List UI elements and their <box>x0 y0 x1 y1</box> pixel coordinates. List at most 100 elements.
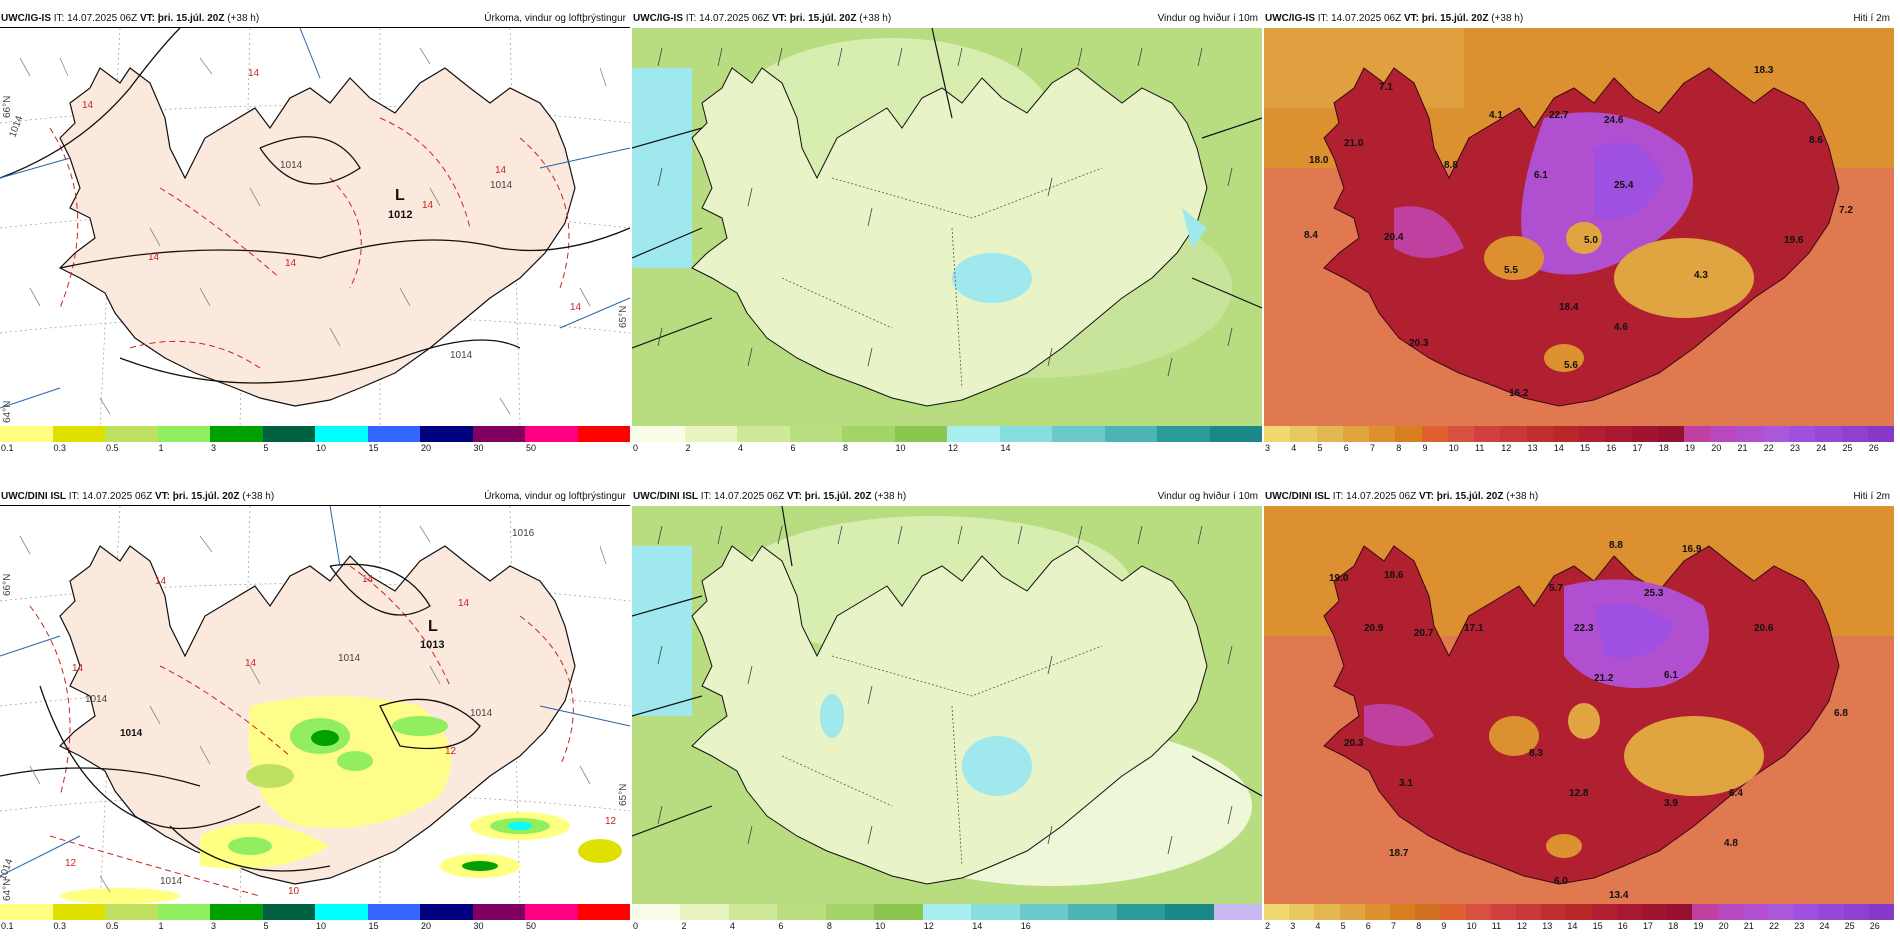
temp-spot-label: 3.1 <box>1399 778 1413 789</box>
colorbar-tick-label: 24 <box>1819 921 1830 931</box>
temp-spot-label: 16.2 <box>1509 388 1529 399</box>
model-name: UWC/DINI ISL <box>1265 491 1330 502</box>
colorbar-swatch <box>1500 426 1527 442</box>
temp-spot-label: 18.4 <box>1559 302 1579 313</box>
colorbar-swatch <box>1684 426 1711 442</box>
colorbar-tick-label: 10 <box>1448 443 1459 453</box>
grid-label: 65°N <box>618 306 629 328</box>
temp-spot-label: 4.6 <box>1614 322 1628 333</box>
colorbar-swatch <box>737 426 790 442</box>
isotherm-label: 14 <box>495 165 507 176</box>
colorbar-swatch <box>1692 904 1718 920</box>
colorbar-swatch <box>1289 904 1315 920</box>
colorbar-tick-label: 16 <box>1617 921 1628 931</box>
panel-header: UWC/DINI ISL IT: 14.07.2025 06Z VT: þri.… <box>0 488 630 506</box>
temp-spot-label: 5.5 <box>1504 265 1518 276</box>
product-title: Hiti í 2m <box>1853 491 1890 502</box>
temp-spot-label: 18.3 <box>1754 65 1774 76</box>
panel-temp-dini: UWC/DINI ISL IT: 14.07.2025 06Z VT: þri.… <box>1264 488 1894 948</box>
colorbar-swatch <box>632 904 681 920</box>
colorbar-tick-label: 0 <box>633 443 639 453</box>
isobar-label: 1014 <box>160 876 183 887</box>
isotherm-label: 14 <box>148 252 160 263</box>
colorbar-tick-label: 15 <box>368 921 379 931</box>
temp-spot-label: 6.0 <box>1554 876 1568 887</box>
colorbar-tick-label: 8 <box>826 921 832 931</box>
isotherm-label: 12 <box>605 816 617 827</box>
panel-wind-dini: UWC/DINI ISL IT: 14.07.2025 06Z VT: þri.… <box>632 488 1262 948</box>
temp-spot-label: 6.4 <box>1729 788 1743 799</box>
temp-spot-label: 6.8 <box>1834 708 1848 719</box>
model-name: UWC/DINI ISL <box>633 491 698 502</box>
colorbar-tick-label: 22 <box>1769 921 1780 931</box>
colorbar-swatch <box>157 904 210 920</box>
colorbar-swatch <box>1815 426 1842 442</box>
colorbar-swatch <box>1591 904 1617 920</box>
valid-time: þri. 15.júl. 20Z <box>157 13 225 24</box>
wind-map <box>632 28 1262 426</box>
init-time: 14.07.2025 06Z <box>67 13 138 24</box>
colorbar-tick-label: 0.3 <box>53 921 67 931</box>
temp-spot-label: 8.3 <box>1529 748 1543 759</box>
colorbar-ticks: 3 4 5 6 7 8 9 10 11 12 13 14 15 16 17 18 19 20 21 22 23 24 25 2… <box>1264 442 1894 456</box>
temp-spot-label: 8.4 <box>1304 230 1318 241</box>
colorbar-ticks: 0 2 4 6 8 10 12 14 16 <box>632 920 1262 934</box>
colorbar-tick-label: 4 <box>1315 921 1321 931</box>
panel-header: UWC/IG-IS IT: 14.07.2025 06Z VT: þri. 15… <box>632 10 1262 28</box>
map-area: 18.3 7.1 4.1 22.7 24.6 8.6 21.0 18.0 8.8 6.1 25.4 7… <box>1264 28 1894 426</box>
colorbar-swatch <box>1342 426 1369 442</box>
colorbar-tick-label: 10 <box>1466 921 1477 931</box>
colorbar-swatch <box>777 904 826 920</box>
panel-wind-igis: UWC/IG-IS IT: 14.07.2025 06Z VT: þri. 15… <box>632 10 1262 470</box>
colorbar <box>1264 426 1894 442</box>
colorbar-swatch <box>1631 426 1658 442</box>
map-area <box>632 28 1262 426</box>
temp-spot-label: 17.1 <box>1464 623 1484 634</box>
colorbar-tick-label: 9 <box>1441 921 1447 931</box>
panel-temp-igis: UWC/IG-IS IT: 14.07.2025 06Z VT: þri. 15… <box>1264 10 1894 470</box>
colorbar-tick-label: 12 <box>1517 921 1528 931</box>
colorbar-swatch <box>825 904 875 920</box>
colorbar-tick-label: 17 <box>1643 921 1654 931</box>
isobar-center: 1014 <box>120 728 143 739</box>
colorbar-swatch <box>1264 426 1291 442</box>
colorbar-tick-label: 6 <box>1365 921 1371 931</box>
colorbar-tick-label: 24 <box>1816 443 1827 453</box>
colorbar-swatch <box>1516 904 1542 920</box>
isotherm-label: 12 <box>445 746 457 757</box>
colorbar-tick-label: 0 <box>633 921 639 931</box>
colorbar-swatch <box>367 426 420 442</box>
colorbar-tick-label: 25 <box>1842 443 1853 453</box>
isotherm-label: 14 <box>155 576 167 587</box>
colorbar-swatch <box>1474 426 1501 442</box>
vt-label: VT: <box>1403 13 1419 24</box>
vt-label: VT: <box>154 491 170 502</box>
map-area <box>632 506 1262 904</box>
colorbar-swatch <box>684 426 737 442</box>
colorbar-tick-label: 5 <box>263 443 269 453</box>
colorbar-tick-label: 14 <box>1000 443 1011 453</box>
panel-precip-dini: UWC/DINI ISL IT: 14.07.2025 06Z VT: þri.… <box>0 488 630 948</box>
temp-spot-label: 22.7 <box>1549 110 1569 121</box>
colorbar-tick-label: 5 <box>1317 443 1323 453</box>
low-value: 1013 <box>420 639 444 651</box>
colorbar-swatch <box>1068 904 1117 920</box>
colorbar-tick-label: 0.1 <box>1 921 14 931</box>
product-title: Hiti í 2m <box>1853 13 1890 24</box>
colorbar-tick-label: 6 <box>778 921 784 931</box>
model-name: UWC/IG-IS <box>633 13 683 24</box>
temp-spot-label: 4.3 <box>1694 270 1708 281</box>
isobar-label: 1014 <box>280 160 303 171</box>
colorbar-tick-label: 4 <box>729 921 735 931</box>
colorbar-tick-label: 16 <box>1020 921 1031 931</box>
colorbar-swatch <box>1290 426 1317 442</box>
precip-map: L 1013 1014 1016 1014 1014 1014 1014 101… <box>0 506 630 904</box>
temp-spot-label: 25.4 <box>1614 180 1634 191</box>
colorbar <box>0 904 630 920</box>
vt-label: VT: <box>786 491 802 502</box>
colorbar-swatch <box>1395 426 1422 442</box>
isotherm-label: 14 <box>422 200 434 211</box>
colorbar-swatch <box>0 904 53 920</box>
colorbar-tick-label: 1 <box>158 443 164 453</box>
colorbar-tick-label: 21 <box>1743 921 1754 931</box>
